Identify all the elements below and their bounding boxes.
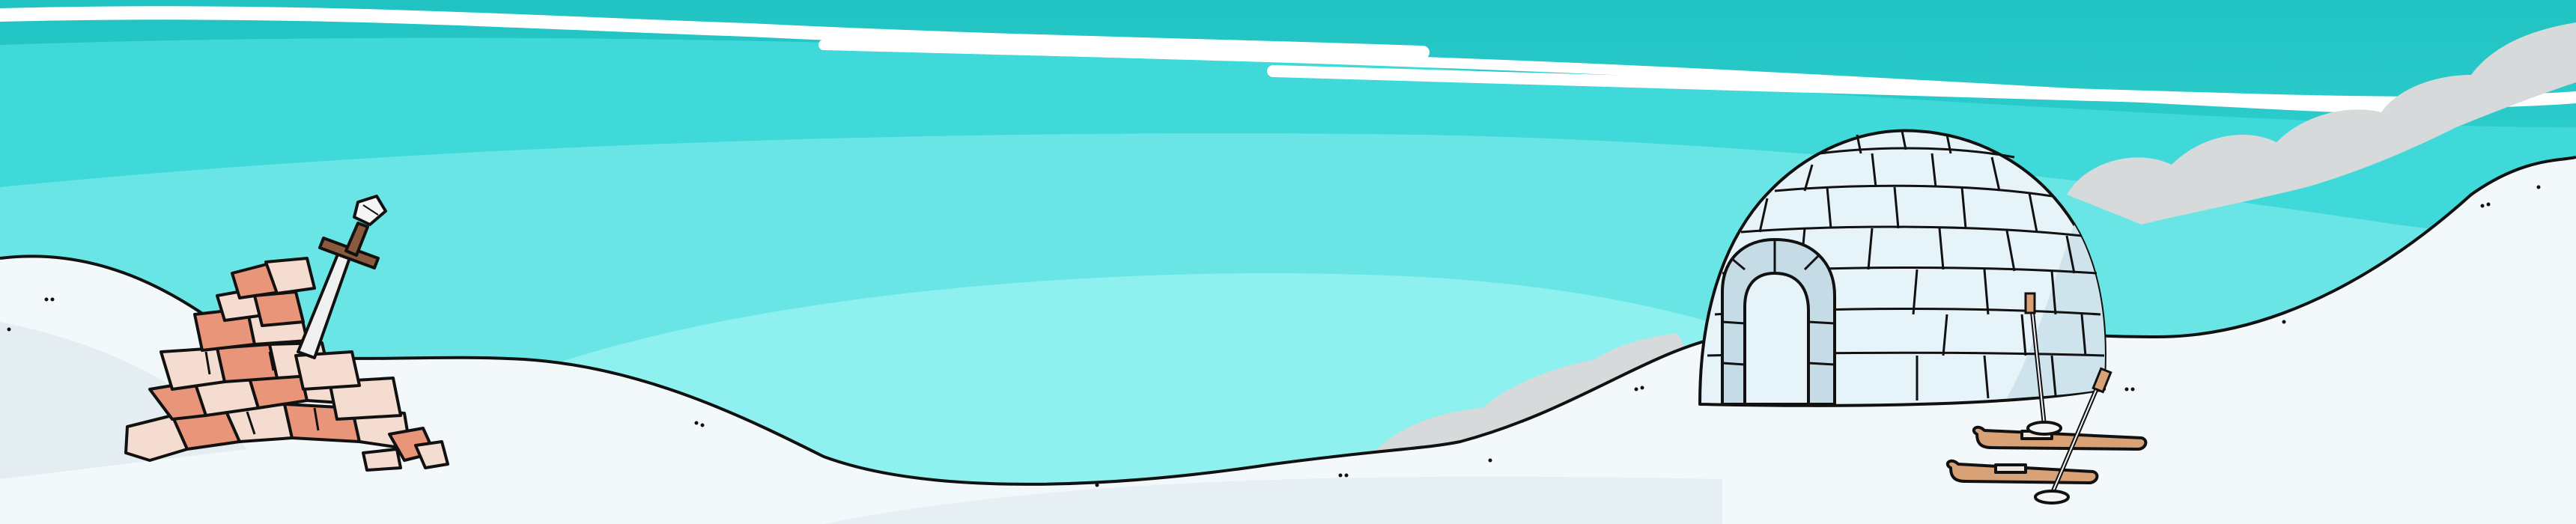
igloo[interactable] [1698, 129, 2106, 407]
ski-poles[interactable] [2024, 292, 2112, 505]
smoke [1363, 22, 2576, 472]
sword[interactable] [297, 195, 387, 359]
skis[interactable] [1945, 425, 2148, 484]
crate-pile[interactable] [124, 257, 449, 472]
